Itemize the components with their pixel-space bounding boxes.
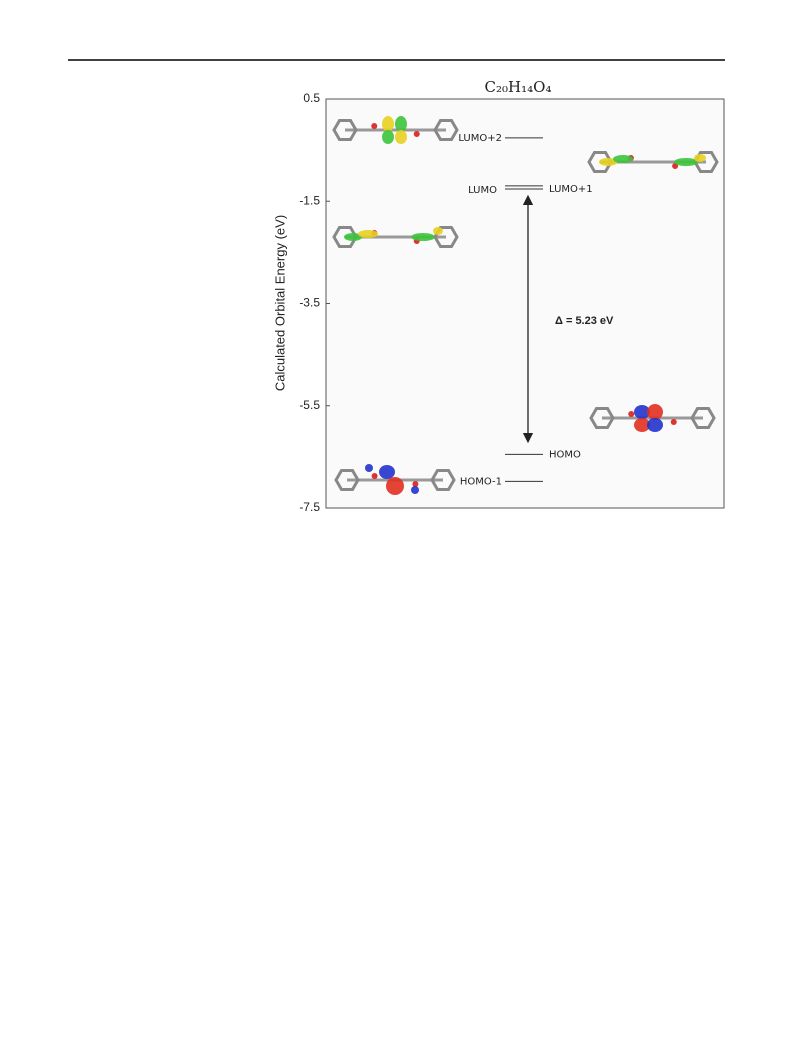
oxygen <box>371 473 378 479</box>
orbital-lobe <box>411 233 435 241</box>
oxygen <box>412 481 419 487</box>
plot-frame <box>325 98 725 509</box>
orbital-lobe <box>382 130 394 144</box>
orbital-lobe <box>634 405 650 419</box>
orbital-lobe <box>395 130 407 144</box>
orbital-lobe <box>411 486 419 494</box>
y-tick-label: -1.5 <box>299 193 320 207</box>
y-tick-label: -5.5 <box>299 398 320 412</box>
orbital-lobe <box>379 465 395 479</box>
ring <box>332 226 358 248</box>
ring <box>433 119 459 141</box>
y-axis-label: Calculated Orbital Energy (eV) <box>272 215 287 391</box>
ring <box>332 119 358 141</box>
y-tick-label: -7.5 <box>299 500 320 514</box>
level-label: LUMO <box>468 185 497 196</box>
ring <box>589 407 615 429</box>
orbital-lobe <box>647 404 663 420</box>
gap-annotation: Δ = 5.23 eV <box>555 315 614 327</box>
ring <box>334 469 360 491</box>
orbital-lobe <box>433 227 443 235</box>
oxygen <box>371 123 378 129</box>
orbital-lobe <box>344 233 362 241</box>
level-label: HOMO <box>549 449 581 460</box>
ring <box>430 469 456 491</box>
level-label: HOMO-1 <box>460 476 502 487</box>
chart-title: C₂₀H₁₄O₄ <box>485 78 552 96</box>
orbital-lobe <box>613 155 633 163</box>
oxygen <box>672 163 679 169</box>
level-label: LUMO+1 <box>549 184 593 195</box>
level-label: LUMO+2 <box>458 133 502 144</box>
orbital-lobe <box>634 418 650 432</box>
oxygen <box>670 419 677 425</box>
orbital-images <box>332 116 719 495</box>
ring <box>587 151 613 173</box>
orbital-lobe <box>382 116 394 132</box>
orbital-lobe <box>599 158 617 166</box>
oxygen <box>413 131 420 137</box>
orbital-lobe <box>694 154 706 162</box>
orbital-lobe <box>365 464 373 472</box>
y-tick-label: 0.5 <box>303 91 320 105</box>
orbital-lobe <box>395 116 407 132</box>
orbital-lobe <box>386 477 404 495</box>
orbital-lobe <box>647 418 663 432</box>
oxygen <box>628 411 635 417</box>
orbital-lobe <box>358 230 378 238</box>
ring <box>690 407 716 429</box>
y-tick-label: -3.5 <box>299 296 320 310</box>
orbital-lobe <box>674 158 698 166</box>
